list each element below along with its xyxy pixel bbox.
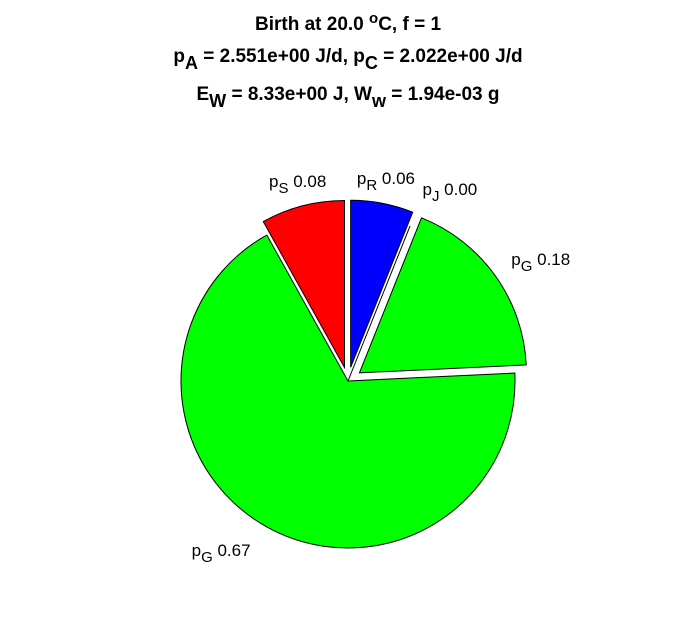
- superscript: o: [369, 10, 378, 27]
- pie-slice: [347, 225, 411, 382]
- label-subscript: G: [521, 258, 533, 275]
- label-symbol: p: [422, 180, 431, 199]
- value-label: 0.00: [444, 180, 477, 199]
- title-text: = 1.94e-03 g: [386, 84, 500, 105]
- title-text: = 2.551e+00 J/d, p: [198, 46, 365, 67]
- slice-label: pS 0.08: [269, 172, 326, 197]
- label-symbol: p: [192, 541, 201, 560]
- slice-label: pR 0.06: [357, 169, 415, 194]
- slice-label: pJ 0.00: [422, 180, 477, 205]
- value-label: 0.06: [382, 169, 415, 188]
- subscript: w: [371, 91, 387, 111]
- title-text: Birth at 20.0: [255, 14, 369, 35]
- slice-label: pG 0.67: [192, 541, 251, 566]
- chart-title: pA = 2.551e+00 J/d, pC = 2.022e+00 J/d: [173, 46, 522, 73]
- chart-title: Birth at 20.0 oC, f = 1: [255, 10, 441, 35]
- pie-slice: [358, 217, 527, 374]
- subscript: W: [209, 91, 226, 111]
- label-subscript: S: [278, 180, 288, 197]
- pie-slice: [180, 234, 516, 549]
- title-text: E: [196, 84, 209, 105]
- label-subscript: J: [432, 188, 440, 205]
- slice-label: pG 0.18: [511, 250, 570, 275]
- title-text: C, f = 1: [378, 14, 441, 35]
- value-label: 0.67: [217, 541, 250, 560]
- label-subscript: G: [201, 549, 213, 566]
- title-text: = 2.022e+00 J/d: [378, 46, 523, 67]
- subscript: C: [365, 53, 378, 73]
- subscript: A: [185, 53, 198, 73]
- value-label: 0.08: [293, 172, 326, 191]
- label-symbol: p: [269, 172, 278, 191]
- label-subscript: R: [366, 177, 377, 194]
- title-text: = 8.33e+00 J, W: [226, 84, 372, 105]
- title-text: p: [173, 46, 185, 67]
- pie-slice: [350, 199, 414, 368]
- label-symbol: p: [357, 169, 366, 188]
- chart-title: EW = 8.33e+00 J, Ww = 1.94e-03 g: [196, 84, 499, 111]
- label-symbol: p: [511, 250, 520, 269]
- pie-slice: [262, 199, 345, 370]
- value-label: 0.18: [537, 250, 570, 269]
